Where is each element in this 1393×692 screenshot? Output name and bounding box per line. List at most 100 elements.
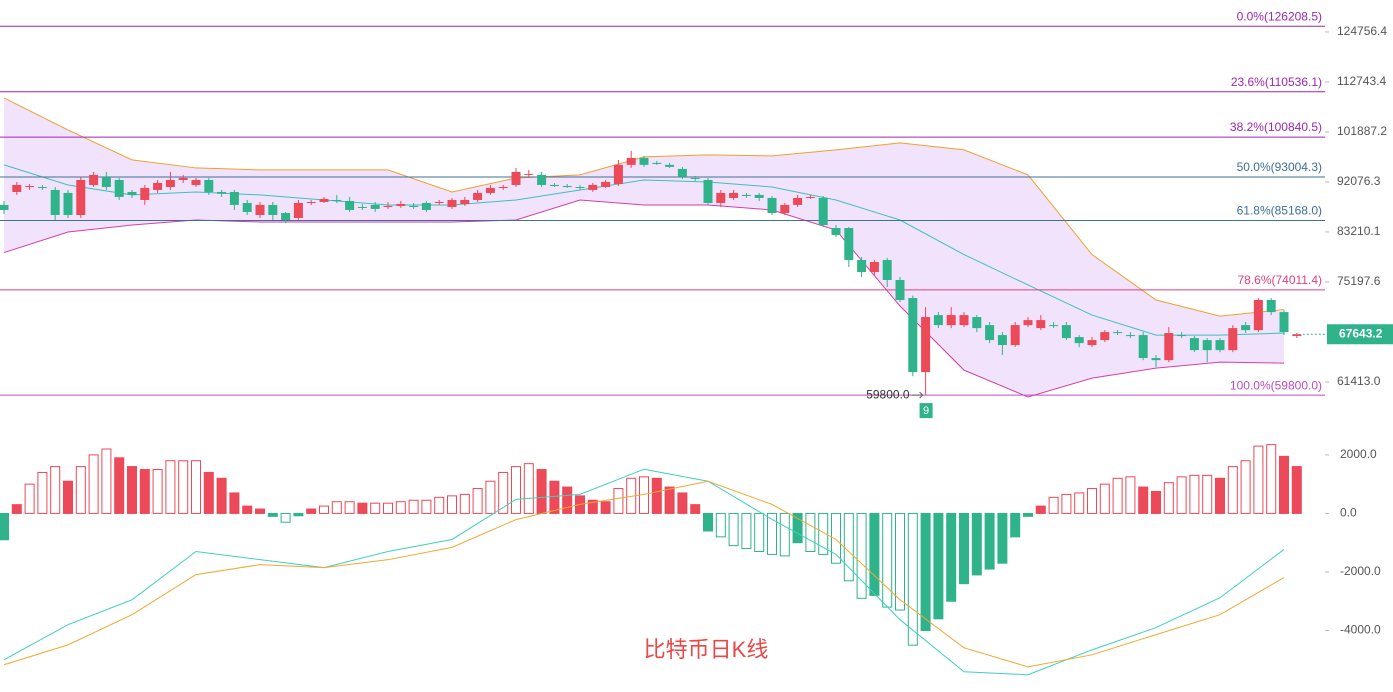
macd-bar bbox=[1048, 496, 1059, 514]
candle-body bbox=[1125, 335, 1135, 337]
candle-body bbox=[460, 199, 470, 204]
candle-body bbox=[1177, 335, 1187, 337]
macd-bar bbox=[933, 512, 944, 620]
macd-bar bbox=[907, 512, 918, 646]
candle-body bbox=[1241, 325, 1251, 331]
y-tick-label: 2000.0 bbox=[1340, 447, 1377, 461]
candle-body bbox=[293, 202, 303, 218]
candle-body bbox=[754, 194, 764, 198]
macd-bar bbox=[242, 505, 253, 514]
macd-bar bbox=[971, 512, 982, 576]
candle-body bbox=[601, 181, 611, 188]
caption: 比特币日K线 bbox=[644, 637, 769, 662]
candle-body bbox=[844, 228, 854, 260]
candle-body bbox=[946, 315, 956, 326]
candle-body bbox=[985, 325, 995, 341]
candle-body bbox=[281, 212, 291, 221]
candle-body bbox=[690, 177, 700, 179]
macd-bar bbox=[203, 471, 214, 514]
y-tick-label: 83210.1 bbox=[1337, 224, 1381, 238]
macd-bar bbox=[946, 512, 957, 602]
macd-bar bbox=[1215, 477, 1225, 514]
candle-body bbox=[921, 317, 931, 373]
macd-bar bbox=[498, 471, 509, 514]
y-tick-label: -4000.0 bbox=[1340, 623, 1381, 637]
candle-body bbox=[1253, 300, 1263, 331]
macd-bar bbox=[920, 512, 931, 632]
macd-bar bbox=[459, 493, 470, 514]
candle-body bbox=[76, 179, 86, 215]
candle-body bbox=[204, 179, 214, 192]
candle-body bbox=[332, 199, 342, 201]
low-label: 59800.0 bbox=[866, 387, 910, 401]
candle-body bbox=[511, 171, 521, 185]
candle-body bbox=[229, 191, 239, 205]
macd-bar bbox=[127, 466, 137, 514]
macd-bar bbox=[75, 466, 86, 514]
macd-bar bbox=[255, 508, 265, 514]
candle-body bbox=[1036, 320, 1046, 329]
candle-body bbox=[434, 201, 444, 203]
candle-body bbox=[37, 187, 47, 189]
candle-body bbox=[562, 186, 572, 188]
macd-bar bbox=[677, 492, 688, 514]
last-price-label: 67643.2 bbox=[1339, 326, 1383, 340]
candle-body bbox=[972, 317, 982, 329]
candle-body bbox=[665, 164, 675, 167]
low-arrow bbox=[911, 391, 924, 399]
macd-bar bbox=[984, 512, 995, 570]
y-tick-label: 101887.2 bbox=[1337, 124, 1387, 138]
macd-bar bbox=[1291, 466, 1302, 514]
macd-bar bbox=[831, 512, 841, 564]
candle-body bbox=[153, 182, 163, 190]
candle-body bbox=[1049, 325, 1059, 327]
candle-body bbox=[1138, 335, 1148, 359]
macd-bar bbox=[1035, 505, 1046, 514]
macd-bar bbox=[293, 512, 304, 517]
candle-body bbox=[191, 179, 201, 185]
fib-label: 100.0%(59800.0) bbox=[1230, 378, 1322, 392]
macd-bar bbox=[50, 466, 61, 514]
macd-bar bbox=[472, 488, 483, 514]
macd-bar bbox=[1023, 512, 1033, 517]
count-marker-box bbox=[919, 403, 933, 419]
macd-bar bbox=[818, 512, 829, 555]
candle-body bbox=[409, 205, 419, 207]
candle-body bbox=[1164, 333, 1174, 361]
macd-bar bbox=[754, 512, 765, 552]
macd-bar bbox=[178, 460, 189, 514]
candle-body bbox=[101, 177, 111, 188]
macd-bar bbox=[805, 512, 816, 552]
candle-body bbox=[703, 179, 713, 203]
macd-bar bbox=[152, 469, 163, 514]
macd-bar bbox=[24, 483, 35, 514]
macd-bar bbox=[357, 502, 368, 514]
y-tick-label: 112743.4 bbox=[1337, 74, 1386, 88]
macd-bar bbox=[1266, 444, 1277, 514]
y-tick-label: 92076.3 bbox=[1337, 174, 1381, 188]
candle-body bbox=[140, 187, 150, 200]
candle-body bbox=[345, 200, 355, 210]
candle-body bbox=[549, 184, 559, 187]
candle-body bbox=[217, 191, 227, 194]
macd-bar bbox=[690, 504, 701, 514]
candle-body bbox=[639, 157, 649, 165]
macd-bar bbox=[1279, 455, 1289, 514]
macd-bar bbox=[1253, 445, 1264, 514]
macd-bar bbox=[267, 512, 278, 517]
candle-body bbox=[255, 204, 265, 215]
candle-body bbox=[447, 199, 457, 207]
macd-bar bbox=[587, 499, 598, 514]
candle-body bbox=[997, 335, 1007, 346]
last-price-tag bbox=[1327, 324, 1393, 345]
fib-label: 78.6%(74011.4) bbox=[1237, 273, 1322, 287]
candle-body bbox=[652, 162, 662, 164]
macd-bar bbox=[1061, 493, 1072, 514]
macd-bar bbox=[395, 501, 406, 514]
macd-bar bbox=[1151, 490, 1161, 514]
macd-bar bbox=[229, 492, 240, 514]
candle-body bbox=[1189, 338, 1199, 351]
candle-body bbox=[1010, 325, 1020, 346]
candle-body bbox=[0, 204, 9, 210]
